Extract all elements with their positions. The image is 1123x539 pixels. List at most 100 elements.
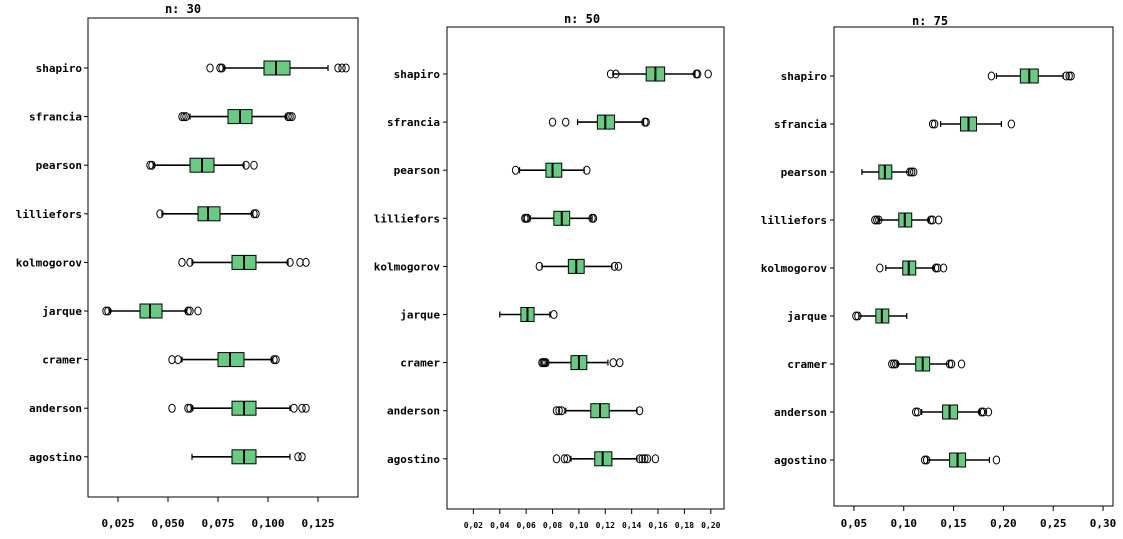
category-label: anderson <box>774 406 827 419</box>
x-tick-label: 0,100 <box>251 517 284 530</box>
category-label: lilliefors <box>16 208 82 221</box>
outlier-point <box>558 406 566 416</box>
outlier-point <box>871 215 879 225</box>
outlier-point <box>920 455 929 465</box>
category-label: shapiro <box>781 70 828 83</box>
outlier-point <box>272 355 280 365</box>
boxplot-jarque <box>102 303 202 319</box>
outlier-point <box>926 215 935 225</box>
outlier-point <box>934 215 943 225</box>
boxplot-lilliefors <box>156 206 260 222</box>
outlier-point <box>511 165 520 175</box>
outlier-point <box>609 358 617 368</box>
outlier-point <box>1007 119 1016 129</box>
x-tick-label: 0,050 <box>151 517 184 530</box>
category-label: cramer <box>42 354 82 367</box>
outlier-point <box>930 119 939 129</box>
category-label: sfrancia <box>387 116 440 129</box>
category-label: sfrancia <box>774 118 827 131</box>
category-label: kolmogorov <box>16 256 83 269</box>
boxplot-kolmogorov <box>535 258 623 274</box>
category-label: jarque <box>787 310 827 323</box>
outlier-point <box>589 213 598 223</box>
boxplot-anderson <box>552 403 644 419</box>
outlier-point <box>931 263 940 273</box>
category-label: lilliefors <box>761 214 827 227</box>
outlier-point <box>102 306 110 316</box>
outlier-point <box>612 69 620 79</box>
outlier-point <box>854 311 862 321</box>
x-tick-label: 0,04 <box>490 521 509 530</box>
panel-n-30: n: 30 0,025 0,050 0,075 0,100 0,125 shapiro sf… <box>16 2 359 530</box>
outlier-point <box>888 359 896 369</box>
outlier-point <box>218 63 226 73</box>
outlier-point <box>298 403 306 413</box>
outlier-point <box>184 306 192 316</box>
x-tick-label: 0,05 <box>841 517 868 530</box>
category-label: jarque <box>400 309 440 322</box>
outlier-point <box>302 403 310 413</box>
boxplot-shapiro <box>987 68 1075 84</box>
category-label: jarque <box>42 305 82 318</box>
outlier-point <box>616 358 624 368</box>
x-tick-label: 0,125 <box>301 517 334 530</box>
boxplot-shapiro <box>206 60 350 76</box>
outlier-point <box>873 215 881 225</box>
outlier-point <box>957 359 966 369</box>
outlier-point <box>635 406 644 416</box>
outlier-point <box>186 403 194 413</box>
x-tick-label: 0,025 <box>101 517 134 530</box>
outlier-point <box>242 160 250 170</box>
outlier-point <box>104 306 112 316</box>
outlier-point <box>1062 71 1070 81</box>
boxplot-pearson <box>861 164 918 180</box>
outlier-point <box>298 452 306 462</box>
outlier-point <box>643 454 652 464</box>
outlier-point <box>910 167 918 177</box>
iqr-box <box>545 162 563 178</box>
outlier-point <box>302 257 310 267</box>
outlier-point <box>290 403 298 413</box>
category-label: anderson <box>29 402 82 415</box>
outlier-point <box>184 403 192 413</box>
boxplot-sfrancia <box>928 116 1016 132</box>
category-label: cramer <box>787 358 827 371</box>
outlier-point <box>250 160 258 170</box>
outlier-point <box>186 306 194 316</box>
boxplot-shapiro <box>606 66 712 82</box>
outlier-point <box>890 359 898 369</box>
outlier-point <box>638 454 646 464</box>
x-tick-label: 0,02 <box>464 521 483 530</box>
outlier-point <box>270 355 278 365</box>
outlier-point <box>334 63 342 73</box>
outlier-point <box>555 406 563 416</box>
category-label: sfrancia <box>29 111 82 124</box>
x-tick-label: 0,16 <box>648 521 667 530</box>
outlier-point <box>550 310 558 319</box>
outlier-point <box>892 359 900 369</box>
outlier-point <box>168 403 176 413</box>
outlier-point <box>294 452 302 462</box>
outlier-point <box>1067 71 1075 81</box>
outlier-point <box>704 69 712 79</box>
boxplot-lilliefors <box>521 210 598 226</box>
outlier-point <box>535 261 544 271</box>
outlier-point <box>641 454 649 464</box>
x-tick-label: 0,075 <box>201 517 234 530</box>
outlier-point <box>174 355 182 365</box>
boxplot-lilliefors <box>871 212 943 228</box>
outlier-point <box>286 112 294 122</box>
outlier-point <box>635 454 644 464</box>
outlier-point <box>875 215 883 225</box>
outlier-point <box>922 455 931 465</box>
outlier-point <box>906 167 914 177</box>
outlier-point <box>178 112 186 122</box>
category-label: lilliefors <box>374 212 440 225</box>
outlier-point <box>560 454 569 464</box>
outlier-point <box>563 454 571 464</box>
category-label: kolmogorov <box>374 260 441 273</box>
boxplot-pearson <box>146 157 258 173</box>
category-label: cramer <box>400 357 440 370</box>
outlier-point <box>250 209 258 219</box>
panel-n-75: n: 75 0,05 0,10 0,15 0,20 0,25 0,30 shapiro sfr… <box>761 14 1117 530</box>
